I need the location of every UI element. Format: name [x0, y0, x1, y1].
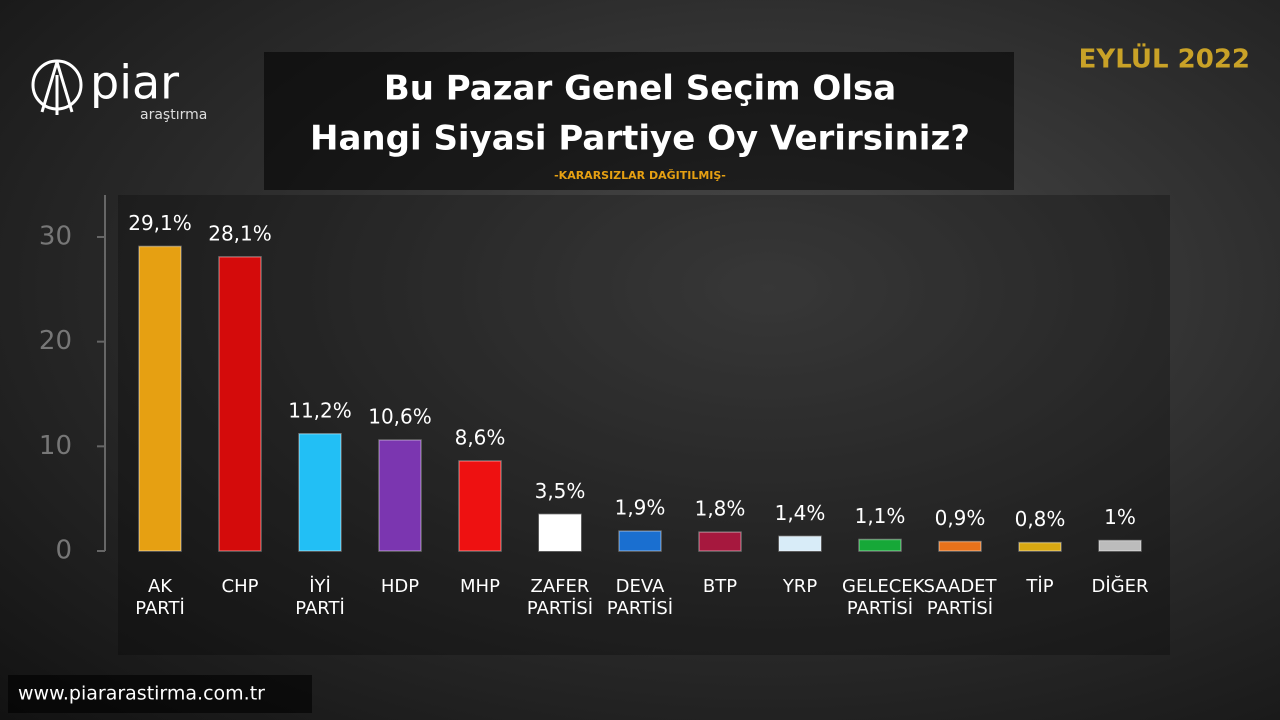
- y-tick-label: 20: [39, 326, 72, 356]
- value-label: 1,1%: [855, 504, 906, 528]
- date: EYLÜL 2022: [1079, 42, 1250, 75]
- x-tick-label: SAADET PARTİSİ: [923, 576, 997, 619]
- value-label: 0,8%: [1015, 507, 1066, 531]
- bar: [1098, 539, 1142, 552]
- x-tick-label: MHP: [460, 576, 500, 597]
- bar: [698, 531, 742, 552]
- logo-icon: [31, 59, 83, 115]
- value-label: 29,1%: [128, 211, 192, 235]
- bar: [298, 433, 342, 552]
- bar: [218, 256, 262, 552]
- x-tick-label: BTP: [702, 576, 738, 597]
- y-tick-label: 10: [39, 431, 72, 461]
- chart-title: Bu Pazar Genel Seçim Olsa: [384, 69, 896, 109]
- logo-tagline: araştırma: [140, 107, 207, 123]
- title-box: [264, 52, 1014, 190]
- bar: [1018, 541, 1062, 552]
- bar: [618, 530, 662, 552]
- bar: [538, 513, 582, 552]
- bar: [138, 245, 182, 552]
- x-tick-label: GELECEK PARTİSİ: [842, 576, 925, 619]
- value-label: 3,5%: [535, 479, 586, 503]
- value-label: 1,4%: [775, 501, 826, 525]
- value-label: 10,6%: [368, 405, 432, 429]
- bar: [858, 538, 902, 552]
- value-label: 11,2%: [288, 398, 352, 422]
- x-tick-label: AK PARTİ: [135, 576, 185, 619]
- chart-title: Hangi Siyasi Partiye Oy Verirsiniz?: [310, 119, 970, 159]
- website: www.piararastirma.com.tr: [18, 683, 265, 705]
- y-tick-label: 0: [55, 536, 72, 566]
- x-tick-label: DEVA PARTİSİ: [606, 576, 674, 619]
- subtitle: -KARARSIZLAR DAĞITILMIŞ-: [554, 169, 726, 182]
- x-tick-label: TİP: [1026, 576, 1054, 597]
- x-tick-label: CHP: [221, 576, 259, 597]
- x-tick-label: YRP: [782, 576, 818, 597]
- y-tick-label: 30: [39, 222, 72, 252]
- x-tick-label: İYİ PARTİ: [295, 576, 345, 619]
- value-label: 28,1%: [208, 221, 272, 245]
- x-tick-label: ZAFER PARTİSİ: [526, 576, 594, 619]
- value-label: 1,8%: [695, 497, 746, 521]
- x-tick-label: DİĞER: [1091, 576, 1149, 597]
- logo-name: piar: [90, 56, 179, 110]
- value-label: 1%: [1104, 505, 1136, 529]
- bar: [458, 460, 502, 552]
- plot-backdrop: [118, 195, 1170, 655]
- website-box: [8, 675, 312, 713]
- bar: [378, 439, 422, 552]
- bar: [938, 540, 982, 552]
- bar: [778, 535, 822, 552]
- value-label: 1,9%: [615, 496, 666, 520]
- x-tick-label: HDP: [380, 576, 420, 597]
- value-label: 0,9%: [935, 506, 986, 530]
- value-label: 8,6%: [455, 425, 506, 449]
